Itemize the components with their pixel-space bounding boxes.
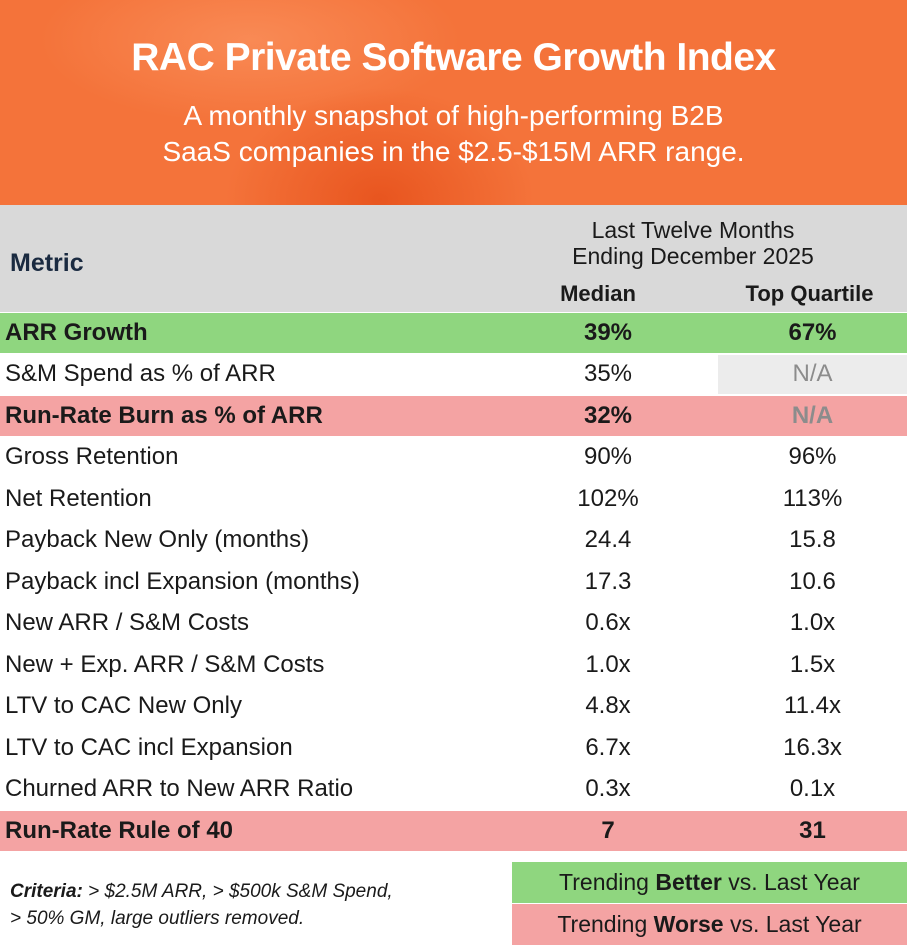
criteria: Criteria: > $2.5M ARR, > $500k S&M Spend… <box>10 878 393 932</box>
metric: Churned ARR to New ARR Ratio <box>5 775 354 803</box>
legend-text: vs. Last Year <box>728 869 860 895</box>
median: 35% <box>583 360 633 388</box>
column-header: Metric <box>10 249 84 277</box>
metric: New ARR / S&M Costs <box>5 609 250 637</box>
metric: New + Exp. ARR / S&M Costs <box>5 650 325 678</box>
median: 4.8x <box>585 692 631 720</box>
column-header: Top Quartile <box>745 281 874 306</box>
median: 102% <box>577 484 639 512</box>
legend-text: Trending <box>557 911 648 937</box>
title: RAC Private Software Growth Index <box>131 36 776 79</box>
metric: Gross Retention <box>5 443 179 471</box>
metric: ARR Growth <box>5 318 148 346</box>
row: ARR Growth 39% 67% <box>0 312 907 354</box>
row: S&M Spend as % of ARR 35% N/A <box>0 353 907 395</box>
period: Last Twelve Months <box>591 217 795 243</box>
criteria-label: Criteria: <box>10 881 83 902</box>
row: Run-Rate Rule of 40 7 31 <box>0 810 907 852</box>
top-quartile: 10.6 <box>789 567 836 595</box>
median: 0.6x <box>585 609 631 637</box>
median: 17.3 <box>584 567 632 595</box>
table-header: Metric Last Twelve Months Ending Decembe… <box>0 205 907 312</box>
metric: Run-Rate Rule of 40 <box>5 816 234 844</box>
legend-text: vs. Last Year <box>729 911 862 937</box>
metric: Run-Rate Burn as % of ARR <box>5 401 323 429</box>
row: Payback New Only (months) 24.4 15.8 <box>0 519 907 561</box>
criteria-text: > 50% GM, large outliers removed. <box>10 908 305 929</box>
legend-word: Worse <box>653 911 724 937</box>
metric: LTV to CAC New Only <box>5 692 242 720</box>
median: 0.3x <box>585 775 631 803</box>
top-quartile: 1.5x <box>789 650 836 678</box>
table-body: ARR Growth 39% 67% S&M Spend as % of ARR 35… <box>0 312 907 852</box>
metric: Net Retention <box>5 484 152 512</box>
median: 39% <box>583 318 633 346</box>
column-header: Median <box>560 281 636 306</box>
legend-word: Better <box>655 869 722 895</box>
row: Payback incl Expansion (months) 17.3 10.6 <box>0 561 907 603</box>
row: New + Exp. ARR / S&M Costs 1.0x 1.5x <box>0 644 907 686</box>
top-quartile: 67% <box>788 318 837 346</box>
top-quartile: 11.4x <box>784 692 841 720</box>
legend-text: Trending <box>559 869 649 895</box>
median: 1.0x <box>585 650 631 678</box>
row: New ARR / S&M Costs 0.6x 1.0x <box>0 602 907 644</box>
top-quartile: 16.3x <box>783 733 842 761</box>
top-quartile: 113% <box>782 484 843 512</box>
top-quartile: 96% <box>788 443 837 471</box>
metric: S&M Spend as % of ARR <box>5 360 276 388</box>
top-quartile: 0.1x <box>789 775 836 803</box>
period: Ending December 2025 <box>572 243 814 269</box>
row: LTV to CAC incl Expansion 6.7x 16.3x <box>0 727 907 769</box>
top-quartile: 15.8 <box>789 526 836 554</box>
top-quartile: 1.0x <box>789 609 836 637</box>
legend-better: Trending Better vs. Last Year <box>512 862 907 903</box>
row: Churned ARR to New ARR Ratio 0.3x 0.1x <box>0 768 907 810</box>
subtitle: A monthly snapshot of high-performing B2… <box>183 100 724 131</box>
criteria-text: > $2.5M ARR, > $500k S&M Spend, <box>88 881 393 902</box>
metric: LTV to CAC incl Expansion <box>5 733 293 761</box>
metric: Payback incl Expansion (months) <box>5 567 360 595</box>
top-quartile: 31 <box>799 816 826 844</box>
legend-worse: Trending Worse vs. Last Year <box>512 904 907 945</box>
row: Net Retention 102% 113% <box>0 478 907 520</box>
metric: Payback New Only (months) <box>5 526 310 554</box>
top-quartile: N/A <box>792 360 833 388</box>
row: Run-Rate Burn as % of ARR 32% N/A <box>0 395 907 437</box>
header: RAC Private Software Growth Index A mont… <box>0 0 907 205</box>
median: 90% <box>583 443 633 471</box>
subtitle: SaaS companies in the $2.5-$15M ARR rang… <box>162 136 745 167</box>
median: 32% <box>583 401 633 429</box>
median: 24.4 <box>584 526 632 554</box>
top-quartile: N/A <box>791 401 834 429</box>
median: 7 <box>601 816 615 844</box>
row: Gross Retention 90% 96% <box>0 436 907 478</box>
row: LTV to CAC New Only 4.8x 11.4x <box>0 685 907 727</box>
median: 6.7x <box>585 733 631 761</box>
